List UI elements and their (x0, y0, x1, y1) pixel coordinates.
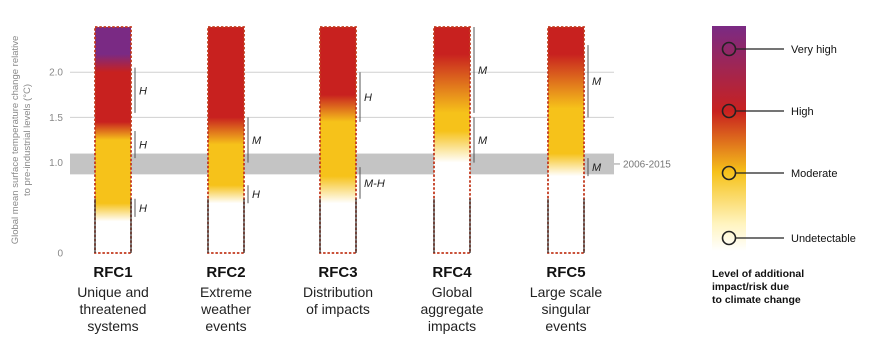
category-name: singular (541, 301, 590, 317)
category-id: RFC1 (93, 264, 132, 281)
observed-band-label: 2006-2015 (623, 159, 671, 170)
ember-rfc4 (434, 27, 470, 253)
category-name: events (545, 318, 586, 334)
y-tick-label: 1.5 (49, 113, 63, 124)
category-name: events (205, 318, 246, 334)
category-name: of impacts (306, 301, 370, 317)
legend-marker (721, 165, 737, 181)
ember-outline (207, 26, 245, 254)
y-tick-label: 2.0 (49, 68, 63, 79)
legend: Very high High Moderate Undetectable Level o… (712, 26, 856, 306)
category-name: Large scale (530, 284, 603, 300)
confidence-label: M (478, 135, 488, 147)
embers (94, 26, 585, 254)
confidence-label: H (364, 92, 372, 104)
ember-rfc1 (95, 27, 131, 253)
category-name: systems (87, 318, 138, 334)
confidence-label: M (592, 162, 602, 174)
ember-outline (547, 26, 585, 254)
legend-title: Level of additional (712, 268, 804, 280)
category-name: aggregate (420, 301, 483, 317)
legend-marker (721, 103, 737, 119)
legend-marker (721, 41, 737, 57)
category-id: RFC3 (318, 264, 357, 281)
y-axis: 0 1.0 1.5 2.0 Global mean surface temperatur… (10, 36, 63, 260)
ember-outline (319, 26, 357, 254)
y-tick-label: 1.0 (49, 158, 63, 169)
category-id: RFC2 (206, 264, 245, 281)
legend-level-label: Undetectable (791, 233, 856, 245)
ember-outline (433, 26, 471, 254)
category-name: Unique and (77, 284, 149, 300)
confidence-label: M-H (364, 178, 385, 190)
legend-title: to climate change (712, 294, 801, 306)
legend-level-label: Moderate (791, 168, 837, 180)
legend-level-label: Very high (791, 44, 837, 56)
y-axis-label-line2: to pre-industrial levels (°C) (22, 84, 33, 196)
confidence-label: M (592, 76, 602, 88)
confidence-label: H (139, 203, 147, 215)
category-name: Distribution (303, 284, 373, 300)
category-name: Extreme (200, 284, 252, 300)
ember-rfc2 (208, 27, 244, 253)
confidence-marks: H H H H M M-H H M M M M (134, 27, 602, 217)
confidence-label: H (252, 189, 260, 201)
category-name: impacts (428, 318, 476, 334)
legend-level-label: High (791, 106, 814, 118)
category-name: weather (200, 301, 251, 317)
confidence-label: M (252, 135, 262, 147)
confidence-label: H (139, 140, 147, 152)
legend-title: impact/risk due (712, 281, 789, 293)
y-tick-label: 0 (57, 249, 63, 260)
category-name: Global (432, 284, 472, 300)
ember-outline (94, 26, 132, 254)
confidence-label: M (478, 65, 488, 77)
confidence-label: H (139, 85, 147, 97)
category-id: RFC4 (432, 264, 472, 281)
legend-marker (721, 230, 737, 246)
category-id: RFC5 (546, 264, 585, 281)
category-name: threatened (80, 301, 147, 317)
legend-color-bar (712, 26, 746, 251)
ember-rfc5 (548, 27, 584, 253)
ember-rfc3 (320, 27, 356, 253)
y-axis-label-line1: Global mean surface temperature change r… (10, 36, 21, 245)
